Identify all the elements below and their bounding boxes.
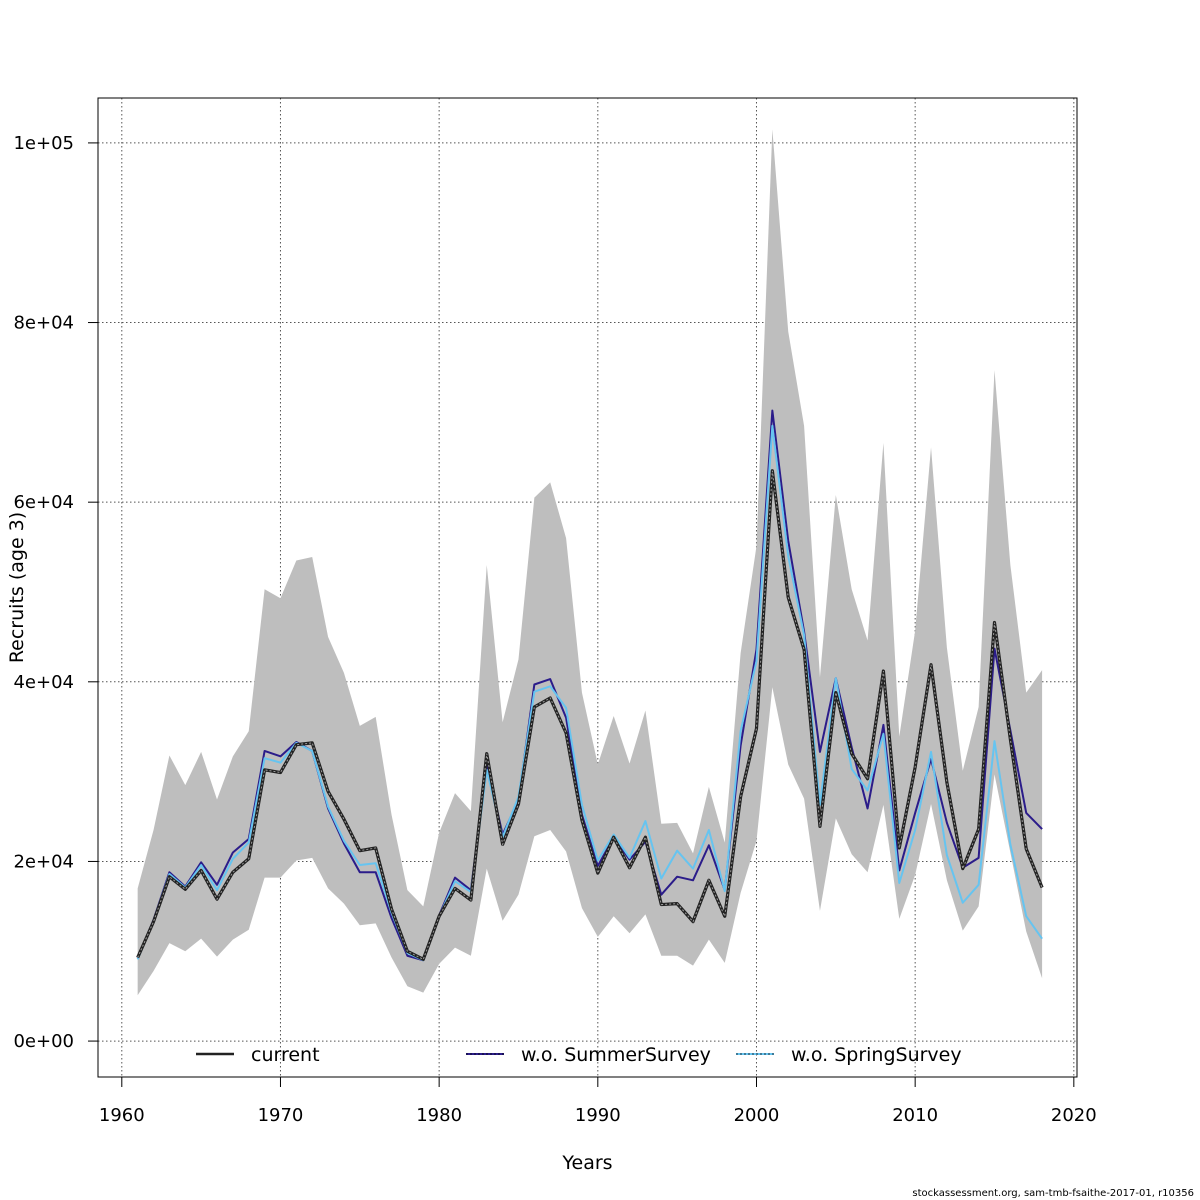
series-lines	[136, 409, 1044, 962]
y-tick-label-100000: 1e+05	[13, 133, 74, 154]
x-tick-label-2000: 2000	[734, 1105, 780, 1126]
x-tick-label-1980: 1980	[416, 1105, 462, 1126]
y-axis-title: Recruits (age 3)	[6, 512, 28, 663]
x-tick-label-1960: 1960	[99, 1105, 145, 1126]
legend-label-w-o-summersurvey: w.o. SummerSurvey	[521, 1044, 711, 1066]
x-axis-title: Years	[561, 1152, 612, 1174]
y-tick-label-40000: 4e+04	[13, 672, 74, 693]
x-tick-label-2010: 2010	[892, 1105, 938, 1126]
y-tick-label-0: 0e+00	[13, 1031, 74, 1052]
y-tick-label-80000: 8e+04	[13, 313, 74, 334]
legend-label-current: current	[251, 1044, 320, 1066]
x-tick-label-1970: 1970	[258, 1105, 304, 1126]
series-line-w-o-springsurvey	[136, 424, 1043, 962]
axes: 1960 1970 1980 1990 2000 2010 2020 0e+00 2e+04 4e…	[13, 133, 1096, 1126]
series-line-w-o-summersurvey	[136, 409, 1043, 962]
confidence-band	[137, 129, 1043, 996]
y-tick-label-60000: 6e+04	[13, 492, 74, 513]
legend: current w.o. SummerSurvey w.o. SpringSurve…	[196, 1044, 962, 1066]
legend-label-w-o-springsurvey: w.o. SpringSurvey	[791, 1044, 962, 1066]
x-tick-label-1990: 1990	[575, 1105, 621, 1126]
y-tick-label-20000: 2e+04	[13, 851, 74, 872]
confidence-band-layer	[137, 129, 1043, 996]
series-line-current-dots	[137, 470, 1043, 961]
x-tick-label-2020: 2020	[1051, 1105, 1097, 1126]
source-credit: stockassessment.org, sam-tmb-fsaithe-201…	[912, 1188, 1194, 1199]
grid-lines	[98, 98, 1077, 1077]
